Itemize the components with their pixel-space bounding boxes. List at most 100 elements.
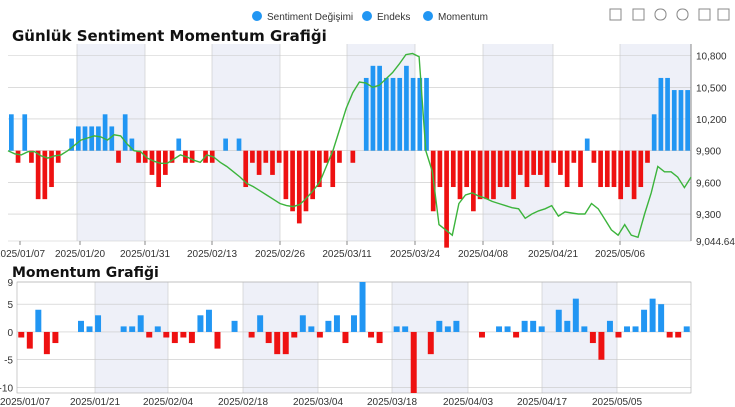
sentiment-bar[interactable] xyxy=(598,150,603,188)
momentum-bar[interactable] xyxy=(453,320,460,332)
sentiment-bar[interactable] xyxy=(276,150,282,163)
momentum-bar[interactable] xyxy=(154,326,161,332)
sentiment-bar[interactable] xyxy=(102,114,108,151)
sentiment-bar[interactable] xyxy=(450,150,456,188)
sentiment-bar[interactable] xyxy=(223,138,228,151)
momentum-bar[interactable] xyxy=(393,326,400,332)
momentum-bar[interactable] xyxy=(282,331,289,355)
momentum-bar[interactable] xyxy=(342,331,349,344)
momentum-bar[interactable] xyxy=(675,331,682,338)
sentiment-bar[interactable] xyxy=(310,150,316,200)
momentum-bar[interactable] xyxy=(180,331,187,338)
sentiment-bar[interactable] xyxy=(471,150,476,212)
sentiment-bar[interactable] xyxy=(363,77,369,151)
sentiment-bar[interactable] xyxy=(457,150,463,200)
momentum-bar[interactable] xyxy=(351,315,357,332)
sentiment-bar[interactable] xyxy=(290,150,295,212)
sentiment-bar[interactable] xyxy=(9,114,14,151)
zoom-icon[interactable] xyxy=(609,8,622,21)
momentum-bar[interactable] xyxy=(402,326,409,332)
legend-marker-0[interactable] xyxy=(252,11,262,21)
momentum-bar[interactable] xyxy=(43,331,50,355)
sentiment-bar[interactable] xyxy=(96,126,101,151)
momentum-bar[interactable] xyxy=(26,331,33,349)
sentiment-bar[interactable] xyxy=(243,150,249,188)
momentum-bar[interactable] xyxy=(658,304,665,332)
momentum-bar[interactable] xyxy=(427,331,434,355)
momentum-bar[interactable] xyxy=(35,309,42,332)
sentiment-bar[interactable] xyxy=(116,150,121,163)
momentum-bar[interactable] xyxy=(376,331,383,344)
momentum-bar[interactable] xyxy=(197,315,204,332)
sentiment-bar[interactable] xyxy=(417,77,423,151)
sentiment-bar[interactable] xyxy=(323,150,329,163)
sentiment-bar[interactable] xyxy=(330,150,336,188)
momentum-bar[interactable] xyxy=(641,309,648,332)
sentiment-bar[interactable] xyxy=(377,65,382,151)
momentum-bar[interactable] xyxy=(231,320,238,332)
clear-selection-icon[interactable] xyxy=(717,8,730,21)
sentiment-bar[interactable] xyxy=(236,138,242,151)
sentiment-bar[interactable] xyxy=(464,150,470,188)
sentiment-bar[interactable] xyxy=(551,150,557,163)
sentiment-bar[interactable] xyxy=(397,77,403,151)
momentum-bar[interactable] xyxy=(496,326,503,332)
momentum-bar[interactable] xyxy=(316,331,323,338)
sentiment-bar[interactable] xyxy=(169,150,175,163)
sentiment-bar[interactable] xyxy=(618,150,624,200)
sentiment-bar[interactable] xyxy=(75,126,81,151)
momentum-bar[interactable] xyxy=(291,331,298,338)
sentiment-bar[interactable] xyxy=(517,150,523,175)
momentum-bar[interactable] xyxy=(410,331,417,393)
sentiment-bar[interactable] xyxy=(69,138,74,151)
zoom-reset-icon[interactable] xyxy=(632,8,645,21)
momentum-bar[interactable] xyxy=(188,331,195,344)
momentum-bar[interactable] xyxy=(359,282,366,332)
sentiment-bar[interactable] xyxy=(22,114,28,151)
momentum-bar[interactable] xyxy=(257,315,264,332)
sentiment-bar[interactable] xyxy=(491,150,496,200)
sentiment-bar[interactable] xyxy=(544,150,550,188)
sentiment-bar[interactable] xyxy=(404,65,409,151)
sentiment-bar[interactable] xyxy=(524,150,530,188)
momentum-bar[interactable] xyxy=(598,331,605,360)
index-line[interactable] xyxy=(7,52,692,239)
sentiment-bar[interactable] xyxy=(109,126,115,151)
sentiment-bar[interactable] xyxy=(370,65,376,151)
momentum-bar[interactable] xyxy=(513,331,520,338)
momentum-bar[interactable] xyxy=(624,326,630,332)
momentum-bar[interactable] xyxy=(649,298,656,332)
multi-select-icon[interactable] xyxy=(698,8,711,21)
sentiment-bar[interactable] xyxy=(444,150,449,248)
momentum-bar[interactable] xyxy=(606,320,613,332)
legend-marker-1[interactable] xyxy=(362,11,372,21)
momentum-bar[interactable] xyxy=(368,331,375,338)
sentiment-bar[interactable] xyxy=(611,150,617,188)
sentiment-bar[interactable] xyxy=(685,90,690,151)
sentiment-bar[interactable] xyxy=(350,150,356,163)
momentum-bar[interactable] xyxy=(333,315,340,332)
sentiment-bar[interactable] xyxy=(15,150,21,163)
sentiment-bar[interactable] xyxy=(337,150,342,163)
sentiment-bar[interactable] xyxy=(176,138,182,151)
sentiment-bar[interactable] xyxy=(35,150,41,200)
momentum-bar[interactable] xyxy=(137,315,144,332)
momentum-bar[interactable] xyxy=(683,326,690,332)
momentum-bar[interactable] xyxy=(521,320,528,332)
sentiment-bar[interactable] xyxy=(645,150,650,163)
sentiment-bar[interactable] xyxy=(270,150,275,175)
sentiment-bar[interactable] xyxy=(256,150,262,175)
sentiment-bar[interactable] xyxy=(122,114,128,151)
momentum-bar[interactable] xyxy=(205,309,212,332)
sentiment-bar[interactable] xyxy=(390,77,396,151)
sentiment-bar[interactable] xyxy=(531,150,536,175)
momentum-bar[interactable] xyxy=(581,326,588,332)
sentiment-bar[interactable] xyxy=(424,77,429,151)
sentiment-bar[interactable] xyxy=(383,77,389,151)
sentiment-bar[interactable] xyxy=(591,150,597,163)
momentum-bar[interactable] xyxy=(444,326,451,332)
momentum-bar[interactable] xyxy=(436,320,443,332)
momentum-bar[interactable] xyxy=(248,331,255,338)
momentum-bar[interactable] xyxy=(265,331,272,344)
sentiment-bar[interactable] xyxy=(29,150,34,163)
